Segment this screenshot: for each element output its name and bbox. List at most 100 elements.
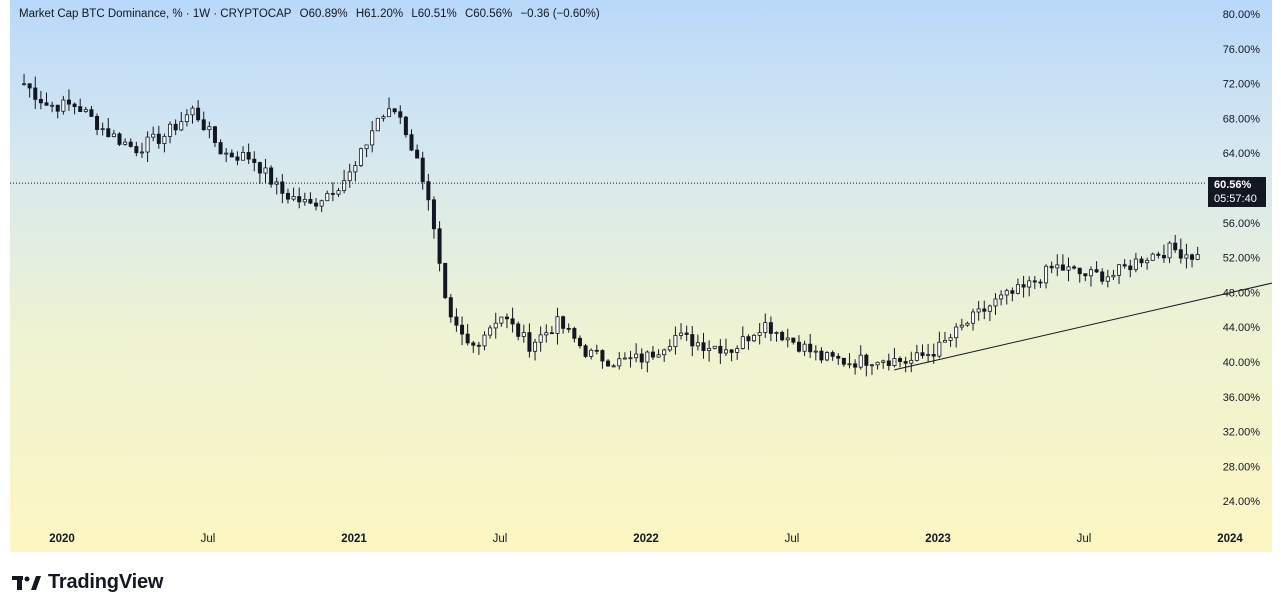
candle xyxy=(679,323,684,340)
candle xyxy=(634,343,639,363)
candle xyxy=(1049,261,1054,274)
candle-body xyxy=(347,171,352,182)
legend-high: H61.20% xyxy=(355,8,404,20)
candle-body xyxy=(364,144,369,150)
candle-body xyxy=(314,202,319,207)
candle-body xyxy=(38,99,43,104)
symbol-legend[interactable]: Market Cap BTC Dominance, % · 1W · CRYPT… xyxy=(19,8,605,20)
candle xyxy=(375,117,380,132)
tradingview-brand[interactable]: TradingView xyxy=(12,570,163,594)
candle xyxy=(1139,256,1144,267)
candle-body xyxy=(780,331,785,341)
candle-body xyxy=(752,334,757,342)
candle xyxy=(336,187,341,197)
candle-body xyxy=(712,345,717,349)
candle-body xyxy=(825,352,830,361)
brand-name: TradingView xyxy=(48,570,164,593)
candle-body xyxy=(145,136,150,153)
candle-body xyxy=(1077,267,1082,275)
candle xyxy=(106,117,111,138)
x-tick-label: Jul xyxy=(201,533,216,545)
candle xyxy=(976,300,981,321)
candle xyxy=(864,353,869,377)
candle xyxy=(342,169,347,194)
candle-body xyxy=(858,354,863,368)
candle xyxy=(319,199,324,212)
candle-body xyxy=(196,107,201,121)
candle xyxy=(583,343,588,359)
x-tick-label: Jul xyxy=(1077,533,1092,545)
candle xyxy=(471,340,476,353)
candle-body xyxy=(1105,276,1110,282)
candle xyxy=(937,331,942,359)
candle xyxy=(1184,243,1189,269)
candle xyxy=(830,350,835,361)
candle-body xyxy=(510,318,515,325)
candle xyxy=(813,345,818,361)
candle-body xyxy=(381,116,386,119)
candle-body xyxy=(61,99,66,112)
candle xyxy=(448,293,453,323)
candle xyxy=(224,147,229,163)
candle xyxy=(1178,238,1183,264)
candle xyxy=(1083,273,1088,282)
candle-body xyxy=(881,360,886,363)
candle-body xyxy=(218,142,223,155)
candle-body xyxy=(471,342,476,346)
candle xyxy=(207,121,212,139)
candle-body xyxy=(987,305,992,312)
candle xyxy=(38,90,43,110)
candle-body xyxy=(493,322,498,329)
candle xyxy=(145,131,150,163)
candle xyxy=(22,73,27,86)
candle-body xyxy=(403,116,408,136)
candle-body xyxy=(1117,264,1122,276)
candle xyxy=(853,359,858,375)
x-tick-label: 2020 xyxy=(49,533,75,545)
candle-body xyxy=(555,316,560,334)
candle-body xyxy=(971,311,976,324)
legend-close: C60.56% xyxy=(464,8,513,20)
candle xyxy=(752,333,757,343)
candle-body xyxy=(836,355,841,359)
candle xyxy=(347,163,352,188)
candle xyxy=(1044,264,1049,289)
candle xyxy=(488,325,493,339)
candle xyxy=(999,290,1004,306)
candle xyxy=(903,356,908,373)
candle-body xyxy=(561,316,566,329)
candle xyxy=(549,325,554,335)
candle-body xyxy=(257,162,262,174)
candle-body xyxy=(1027,280,1032,288)
candle xyxy=(274,177,279,195)
candle-body xyxy=(95,116,100,130)
candle-body xyxy=(785,337,790,341)
chart-panel[interactable]: 80.00%76.00%72.00%68.00%64.00%60.00%56.0… xyxy=(10,0,1272,552)
candle xyxy=(650,346,655,360)
candle-body xyxy=(594,349,599,352)
y-tick-label: 80.00% xyxy=(1223,9,1261,21)
candle xyxy=(791,337,796,345)
candle-body xyxy=(476,344,481,347)
last-price-badge: 60.56% 05:57:40 xyxy=(1208,177,1266,207)
candle xyxy=(1122,259,1127,269)
candle xyxy=(1032,276,1037,290)
candle xyxy=(695,334,700,351)
candle xyxy=(1004,288,1009,305)
candle-body xyxy=(920,352,925,356)
candle xyxy=(499,316,504,327)
candle-body xyxy=(914,352,919,361)
price-chart-svg[interactable]: 80.00%76.00%72.00%68.00%64.00%60.00%56.0… xyxy=(10,0,1272,552)
candle xyxy=(493,312,498,339)
candle xyxy=(707,340,712,362)
candle-body xyxy=(628,357,633,360)
candle-body xyxy=(297,196,302,203)
candle-body xyxy=(179,121,184,131)
candle xyxy=(516,321,521,341)
candle xyxy=(948,333,953,348)
candle-body xyxy=(886,360,891,366)
candle xyxy=(881,359,886,369)
candle xyxy=(1055,254,1060,277)
candle xyxy=(156,125,161,149)
candle-body xyxy=(1150,253,1155,261)
